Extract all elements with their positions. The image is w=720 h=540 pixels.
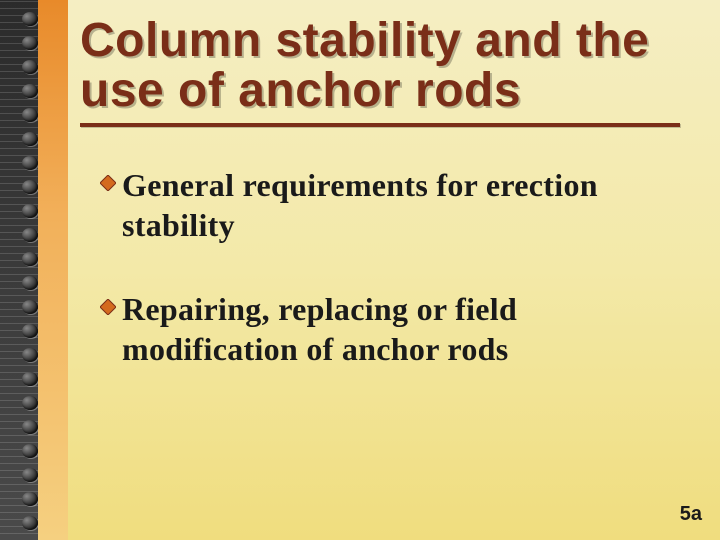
diamond-bullet-icon [100,299,116,320]
bullet-text: General requirements for erection stabil… [122,165,700,245]
binding-hole [22,324,38,338]
bullet-text: Repairing, replacing or field modificati… [122,289,700,369]
accent-column [38,0,68,540]
binding-hole [22,348,38,362]
binding-hole [22,84,38,98]
bullet-item: General requirements for erection stabil… [100,165,700,245]
binding-hole [22,468,38,482]
binding-hole [22,492,38,506]
binding-hole [22,12,38,26]
binding-hole [22,132,38,146]
slide: Column stability and the use of anchor r… [0,0,720,540]
binding-hole [22,108,38,122]
title-underline [80,123,680,127]
binding-hole [22,420,38,434]
content-area: Column stability and the use of anchor r… [80,16,700,520]
binding-hole [22,372,38,386]
binding-hole [22,300,38,314]
binding-hole [22,180,38,194]
slide-number: 5a [680,503,702,526]
bullet-item: Repairing, replacing or field modificati… [100,289,700,369]
bullet-list: General requirements for erection stabil… [80,165,700,369]
binding-hole [22,204,38,218]
binding-hole [22,276,38,290]
binding-hole [22,396,38,410]
binding-hole [22,36,38,50]
slide-title: Column stability and the use of anchor r… [80,16,700,117]
binding-hole [22,60,38,74]
binding-hole [22,156,38,170]
binding-hole [22,444,38,458]
binding-hole [22,252,38,266]
binding-hole [22,228,38,242]
diamond-bullet-icon [100,175,116,196]
binding-hole [22,516,38,530]
